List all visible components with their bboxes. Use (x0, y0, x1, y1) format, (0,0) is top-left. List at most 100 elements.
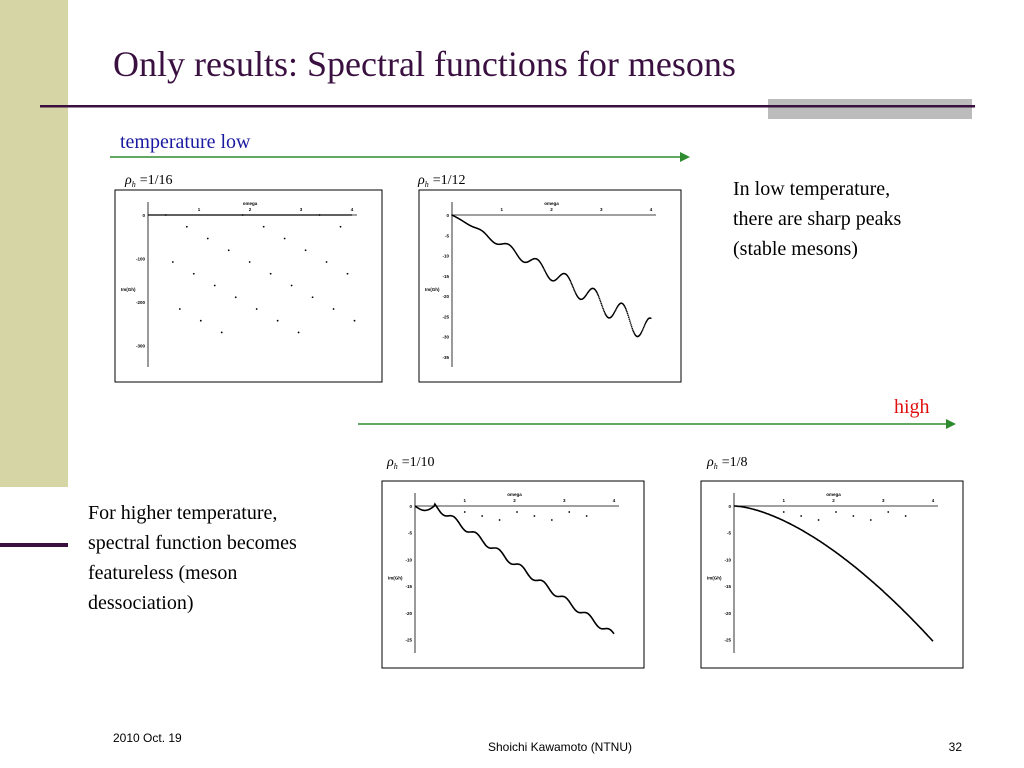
note-line: there are sharp peaks (733, 208, 901, 230)
dot (318, 214, 321, 216)
y-tick-label: -25 (442, 314, 449, 319)
dot (625, 309, 628, 311)
dot (641, 330, 643, 333)
label-rhs: =1/16 (140, 173, 173, 188)
dot (262, 225, 265, 228)
y-tick-label: 0 (446, 213, 449, 218)
dot (631, 327, 634, 330)
plot-frame (700, 480, 964, 669)
dot (290, 284, 293, 287)
dot (283, 237, 286, 240)
x-tick-label: 3 (300, 207, 303, 212)
dot (516, 511, 518, 513)
y-tick-label: -25 (724, 638, 731, 643)
dot (568, 511, 571, 513)
note-line: featureless (meson (88, 562, 237, 584)
y-tick-label: -20 (405, 611, 412, 616)
dot (339, 225, 342, 228)
dot (627, 316, 630, 319)
dot (311, 296, 314, 299)
curve (414, 502, 615, 635)
dot (569, 279, 572, 282)
dot (572, 288, 575, 290)
plot: ρh =1/12 1 2 3 4 omega 0 -5 -10 -15 -20 -25 -30 -35 Im(… (417, 173, 682, 383)
dot (325, 261, 328, 263)
y-tick-label: -30 (442, 335, 449, 340)
x-tick-label: 3 (882, 498, 885, 503)
dot (626, 312, 629, 315)
y-axis-label: Im(Gh) (388, 576, 403, 581)
title-accent (768, 99, 972, 119)
dot (628, 318, 631, 320)
dot (571, 285, 574, 287)
x-tick-label: 3 (600, 207, 603, 212)
arrow-head (680, 152, 690, 162)
dot (598, 297, 601, 300)
dot (213, 284, 216, 287)
dot (570, 282, 573, 285)
dot (543, 269, 546, 271)
dot (604, 312, 606, 314)
x-axis-label: omega (507, 492, 522, 497)
dot (782, 511, 785, 513)
dot (904, 515, 907, 517)
dot (869, 519, 872, 521)
y-tick-label: -35 (442, 355, 449, 360)
y-tick-label: -25 (405, 638, 412, 643)
dot (603, 310, 606, 313)
label-rhs: =1/8 (722, 455, 748, 470)
dot (206, 237, 209, 240)
dot (642, 328, 644, 330)
plot-label: ρh =1/8 (706, 455, 748, 471)
label-symbol: ρ (706, 455, 714, 470)
dot (602, 307, 604, 310)
dot (178, 308, 181, 310)
plot-label: ρh =1/16 (124, 173, 173, 189)
y-tick-label: -10 (405, 557, 412, 562)
dot (624, 306, 626, 309)
dot (644, 323, 646, 326)
label-symbol: ρ (417, 173, 425, 188)
y-axis-label: Im(Gh) (425, 287, 440, 292)
note-line: dessociation) (88, 592, 194, 614)
title: Only results: Spectral functions for mes… (113, 44, 736, 84)
plot-frame (114, 189, 383, 383)
x-tick-label: 1 (463, 498, 466, 503)
x-tick-label: 2 (832, 498, 835, 503)
label-sub: h (132, 180, 136, 189)
dot (297, 331, 300, 334)
dot (630, 325, 633, 328)
dot (543, 268, 545, 270)
y-tick-label: 0 (409, 504, 412, 509)
dot (248, 261, 251, 263)
dot (199, 319, 202, 322)
dot (572, 286, 574, 289)
dot (481, 515, 484, 517)
arrow-label: temperature low (120, 131, 251, 153)
dot (599, 301, 602, 303)
dot (650, 317, 652, 320)
dot (571, 283, 573, 286)
plot-frame (381, 480, 645, 669)
dot (220, 331, 223, 334)
dot (574, 290, 576, 293)
note-line: In low temperature, (733, 178, 890, 200)
x-tick-label: 1 (198, 207, 201, 212)
plot: ρh =1/10 1 2 3 4 omega 0 -5 -10 -15 -20 -25 Im(Gh) (381, 455, 645, 669)
curve (734, 505, 934, 642)
y-tick-label: -15 (442, 274, 449, 279)
x-tick-label: 2 (513, 498, 516, 503)
dot (642, 326, 645, 329)
dot (276, 319, 279, 322)
y-tick-label: -5 (727, 531, 731, 536)
plot-label: ρh =1/10 (386, 455, 435, 471)
dot (463, 511, 466, 513)
dot (629, 320, 631, 322)
dot (624, 307, 627, 310)
dot (599, 299, 601, 301)
y-tick-label: 0 (142, 213, 145, 218)
label-sub: h (394, 462, 398, 471)
dot (601, 306, 604, 308)
